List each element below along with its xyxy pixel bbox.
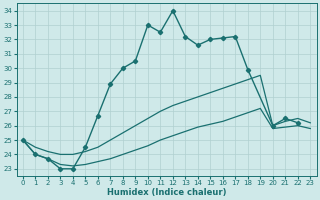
X-axis label: Humidex (Indice chaleur): Humidex (Indice chaleur) — [107, 188, 226, 197]
